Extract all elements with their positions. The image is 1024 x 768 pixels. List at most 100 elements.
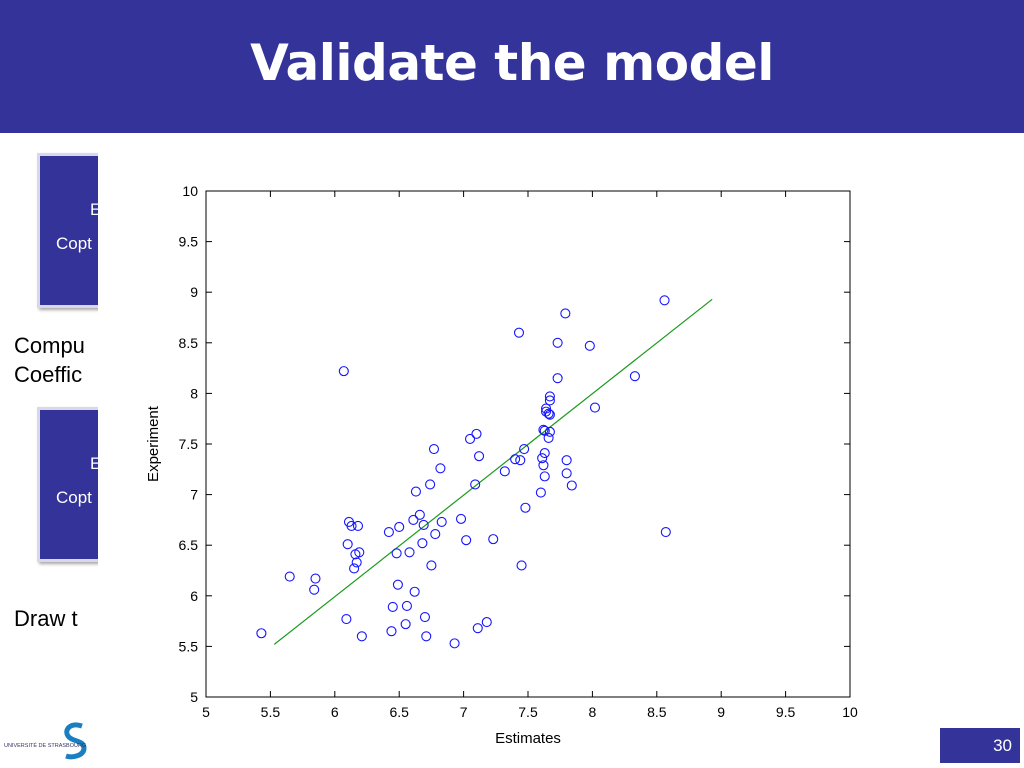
formula-box-1-line2: Copt <box>56 234 92 253</box>
x-tick-label-4: 7 <box>460 704 468 720</box>
data-point-13 <box>354 547 365 558</box>
data-point-73 <box>561 455 572 466</box>
data-point-67 <box>544 409 555 420</box>
data-point-66 <box>544 426 555 437</box>
y-axis-label: Experiment <box>145 405 162 482</box>
y-tick-label-2: 6 <box>190 588 198 604</box>
data-point-33 <box>426 560 437 571</box>
data-point-76 <box>584 340 595 351</box>
y-tick-label-4: 7 <box>190 487 198 503</box>
data-point-22 <box>401 600 412 611</box>
title-bar: Validate the model <box>0 0 1024 133</box>
y-tick-label-8: 9 <box>190 284 198 300</box>
data-point-4 <box>338 366 349 377</box>
data-point-58 <box>538 460 549 471</box>
compute-text-line1: Compu <box>14 333 85 358</box>
data-point-52 <box>516 560 527 571</box>
data-point-11 <box>351 557 362 568</box>
y-tick-label-6: 8 <box>190 385 198 401</box>
data-point-1 <box>284 571 295 582</box>
data-point-36 <box>435 463 446 474</box>
data-point-38 <box>449 638 460 649</box>
data-point-40 <box>461 535 472 546</box>
scatter-chart: 5 5.5 6 6.5 7 7.5 8 8.5 9 9.5 10 5 5.5 6 6.5 7 7.5 8 8.5 9 9… <box>98 150 888 765</box>
scatter-chart-svg: 5 5.5 6 6.5 7 7.5 8 8.5 9 9.5 10 5 5.5 6 6.5 7 7.5 8 8.5 9 9… <box>145 183 858 747</box>
data-point-72 <box>560 308 571 319</box>
x-tick-label-0: 5 <box>202 704 210 720</box>
x-axis-label: Estimates <box>495 730 561 747</box>
fit-line <box>273 298 713 645</box>
data-point-3 <box>310 573 321 584</box>
university-logo-text: UNIVERSITÉ DE STRASBOURG <box>4 742 86 749</box>
data-point-78 <box>629 371 640 382</box>
y-tick-label-3: 6.5 <box>179 537 199 553</box>
data-point-74 <box>561 468 572 479</box>
page-number: 30 <box>940 728 1020 763</box>
data-point-29 <box>418 519 429 531</box>
data-point-77 <box>589 402 601 413</box>
data-point-20 <box>394 521 405 533</box>
formula-box-2-line2: Copt <box>56 488 92 507</box>
data-point-60 <box>539 448 550 459</box>
data-point-17 <box>387 601 398 612</box>
x-tick-label-5: 7.5 <box>518 704 538 720</box>
data-point-27 <box>414 509 425 520</box>
x-tick-label-7: 8.5 <box>647 704 667 720</box>
slide-title: Validate the model <box>250 34 774 92</box>
data-point-25 <box>409 586 420 597</box>
compute-text-line2: Coeffic <box>14 362 83 387</box>
data-point-6 <box>342 539 353 550</box>
data-point-32 <box>425 479 436 490</box>
data-point-23 <box>404 547 415 558</box>
data-point-65 <box>543 432 554 443</box>
data-point-35 <box>430 529 441 540</box>
data-point-19 <box>392 579 403 590</box>
y-tick-label-5: 7.5 <box>179 436 199 452</box>
compute-text: Compu Coeffic <box>14 331 85 389</box>
data-point-54 <box>520 502 531 513</box>
data-point-44 <box>472 623 483 634</box>
data-point-12 <box>352 520 364 532</box>
data-point-41 <box>464 433 476 444</box>
formula-box-2: E Copt <box>37 407 101 562</box>
x-tick-label-6: 8 <box>589 704 597 720</box>
formula-box-1: E Copt <box>37 153 101 308</box>
data-point-49 <box>510 454 521 465</box>
data-point-14 <box>356 631 367 642</box>
data-point-46 <box>481 617 492 628</box>
x-tick-label-8: 9 <box>717 704 725 720</box>
data-point-34 <box>428 444 440 455</box>
data-point-57 <box>538 424 549 435</box>
data-point-48 <box>499 466 510 477</box>
data-point-18 <box>391 548 402 559</box>
data-point-56 <box>537 453 548 464</box>
data-point-31 <box>421 631 432 642</box>
data-point-51 <box>515 455 526 466</box>
data-point-21 <box>400 619 411 630</box>
data-point-26 <box>410 486 421 497</box>
data-point-53 <box>519 444 530 455</box>
x-tick-label-1: 5.5 <box>261 704 281 720</box>
x-tick-label-2: 6 <box>331 704 339 720</box>
data-point-45 <box>474 451 485 462</box>
data-point-28 <box>417 538 428 549</box>
data-point-80 <box>660 526 671 538</box>
data-point-0 <box>256 628 267 639</box>
y-tick-label-0: 5 <box>190 689 198 705</box>
data-point-43 <box>471 428 482 439</box>
y-tick-label-1: 5.5 <box>179 638 199 654</box>
data-point-9 <box>349 563 360 574</box>
data-point-42 <box>470 479 481 490</box>
data-point-64 <box>543 408 554 419</box>
data-point-39 <box>455 513 467 524</box>
data-point-61 <box>539 471 550 482</box>
data-point-55 <box>535 487 546 498</box>
data-point-8 <box>346 520 357 532</box>
x-tick-label-9: 9.5 <box>776 704 796 720</box>
formula-box-1-line1: E <box>90 200 101 219</box>
y-tick-label-9: 9.5 <box>179 234 199 250</box>
data-point-30 <box>419 612 431 623</box>
y-tick-label-7: 8.5 <box>179 335 199 351</box>
data-point-15 <box>383 526 394 538</box>
data-point-68 <box>544 395 555 406</box>
